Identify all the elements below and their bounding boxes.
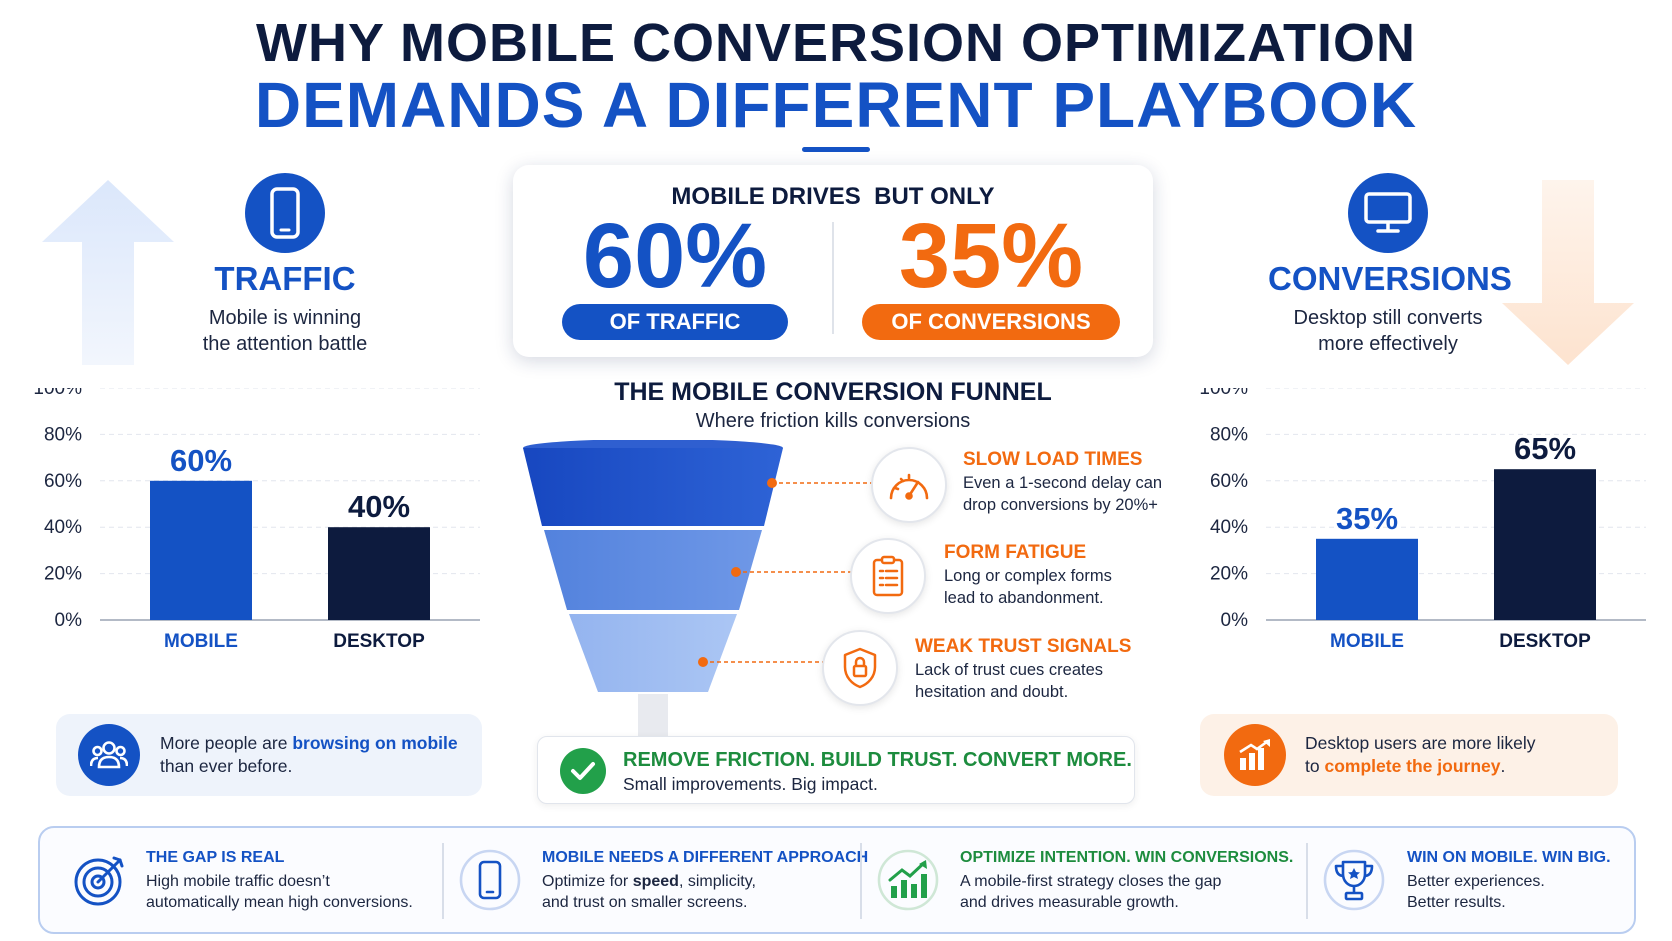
slow-load-title: SLOW LOAD TIMES xyxy=(963,449,1143,470)
bar-desktop xyxy=(1494,469,1596,620)
y-tick-label: 0% xyxy=(1221,610,1249,631)
smartphone-icon xyxy=(458,848,522,912)
optimize-intention-title: OPTIMIZE INTENTION. WIN CONVERSIONS. xyxy=(960,849,1294,866)
funnel-marker-3 xyxy=(698,657,708,667)
traffic-pill: OF TRAFFIC xyxy=(562,304,788,340)
optimize-intention-desc: A mobile-first strategy closes the gap an… xyxy=(960,873,1222,911)
stat-card-label: MOBILE DRIVES BUT ONLY xyxy=(671,183,995,210)
y-tick-label: 80% xyxy=(1210,424,1248,445)
page-title-line1: WHY MOBILE CONVERSION OPTIMIZATION xyxy=(255,13,1416,73)
strip-divider xyxy=(1306,843,1308,919)
conversions-subtitle: Desktop still converts more effectively xyxy=(1293,307,1483,355)
trophy-icon xyxy=(1322,848,1386,912)
funnel-marker-2 xyxy=(731,567,741,577)
bar-desktop xyxy=(328,527,430,620)
y-tick-label: 60% xyxy=(1210,471,1248,492)
strip-divider xyxy=(860,843,862,919)
mobile-approach-title: MOBILE NEEDS A DIFFERENT APPROACH xyxy=(542,849,869,866)
y-tick-label: 80% xyxy=(44,424,82,445)
mobile-traffic-stat: 60% xyxy=(582,205,768,307)
bar-value-label: 65% xyxy=(1514,431,1576,466)
funnel-stage-3 xyxy=(569,614,737,692)
clipboard-form-icon xyxy=(850,538,926,614)
y-tick-label: 60% xyxy=(44,471,82,492)
arrow-up-icon xyxy=(42,180,174,365)
win-big-desc: Better experiences. Better results. xyxy=(1407,873,1545,911)
weak-trust-title: WEAK TRUST SIGNALS xyxy=(915,636,1132,657)
bar-mobile xyxy=(150,480,252,620)
y-tick-label: 40% xyxy=(1210,517,1248,538)
y-tick-label: 20% xyxy=(1210,564,1248,585)
x-category-label: MOBILE xyxy=(164,631,238,652)
y-tick-label: 100% xyxy=(33,388,82,399)
shield-lock-icon xyxy=(822,630,898,706)
users-icon xyxy=(78,724,140,786)
strip-divider xyxy=(442,843,444,919)
funnel-subtitle: Where friction kills conversions xyxy=(695,410,971,432)
form-fatigue-desc: Long or complex forms lead to abandonment… xyxy=(944,567,1112,607)
check-icon xyxy=(560,748,606,794)
page-title-line2: DEMANDS A DIFFERENT PLAYBOOK xyxy=(254,69,1418,141)
slow-load-desc: Even a 1-second delay can drop conversion… xyxy=(963,474,1163,514)
smartphone-icon xyxy=(245,173,325,253)
conversions-bar-chart: 0% 20% 40% 60% 80% 100% 35% MOBILE 65% DESKTOP xyxy=(1199,388,1646,652)
traffic-heading: TRAFFIC xyxy=(214,260,356,297)
conversions-heading: CONVERSIONS xyxy=(1268,260,1512,297)
x-category-label: MOBILE xyxy=(1330,631,1404,652)
bar-chart-up-icon xyxy=(1224,724,1286,786)
conversions-info-highlight: complete the journey xyxy=(1324,756,1501,776)
gap-real-title: THE GAP IS REAL xyxy=(146,849,285,866)
win-big-title: WIN ON MOBILE. WIN BIG. xyxy=(1407,849,1611,866)
traffic-bar-chart: 0% 20% 40% 60% 80% 100% 60% MOBILE 40% DESKTOP xyxy=(33,388,480,652)
speedometer-icon xyxy=(871,447,947,523)
form-fatigue-title: FORM FATIGUE xyxy=(944,542,1087,563)
weak-trust-desc: Lack of trust cues creates hesitation and… xyxy=(915,661,1104,701)
funnel-title: THE MOBILE CONVERSION FUNNEL xyxy=(614,378,1052,406)
cta-title: REMOVE FRICTION. BUILD TRUST. CONVERT MO… xyxy=(623,749,1132,771)
gap-real-desc: High mobile traffic doesn’t automatically… xyxy=(146,873,413,911)
growth-chart-icon xyxy=(876,848,940,912)
funnel-marker-1 xyxy=(767,478,777,488)
bar-value-label: 60% xyxy=(170,443,232,478)
monitor-icon xyxy=(1348,173,1428,253)
x-category-label: DESKTOP xyxy=(1499,631,1591,652)
stat-divider xyxy=(832,222,834,334)
mobile-conversion-stat: 35% xyxy=(898,205,1084,307)
cta-subtitle: Small improvements. Big impact. xyxy=(623,774,878,794)
bar-value-label: 35% xyxy=(1336,501,1398,536)
funnel-stage-2 xyxy=(544,530,762,610)
traffic-subtitle: Mobile is winning the attention battle xyxy=(202,307,368,355)
y-tick-label: 20% xyxy=(44,564,82,585)
remove-friction-card xyxy=(537,736,1135,804)
traffic-info-text: More people are browsing on mobile than … xyxy=(160,733,458,776)
y-tick-label: 0% xyxy=(55,610,83,631)
mobile-approach-desc: Optimize for speed, simplicity, and trus… xyxy=(542,873,756,911)
funnel-stage-1 xyxy=(523,448,783,526)
y-tick-label: 100% xyxy=(1199,388,1248,399)
conversions-info-text: Desktop users are more likely to complet… xyxy=(1305,733,1536,776)
funnel-spout xyxy=(638,694,668,736)
traffic-info-highlight: browsing on mobile xyxy=(292,733,458,753)
bottom-summary-strip xyxy=(38,826,1636,934)
y-tick-label: 40% xyxy=(44,517,82,538)
conversions-pill: OF CONVERSIONS xyxy=(862,304,1120,340)
arrow-down-icon xyxy=(1502,180,1634,365)
bar-mobile xyxy=(1316,538,1418,620)
target-icon xyxy=(68,848,132,912)
conversion-funnel xyxy=(523,440,872,736)
x-category-label: DESKTOP xyxy=(333,631,425,652)
title-underline xyxy=(802,147,870,152)
bar-value-label: 40% xyxy=(348,489,410,524)
